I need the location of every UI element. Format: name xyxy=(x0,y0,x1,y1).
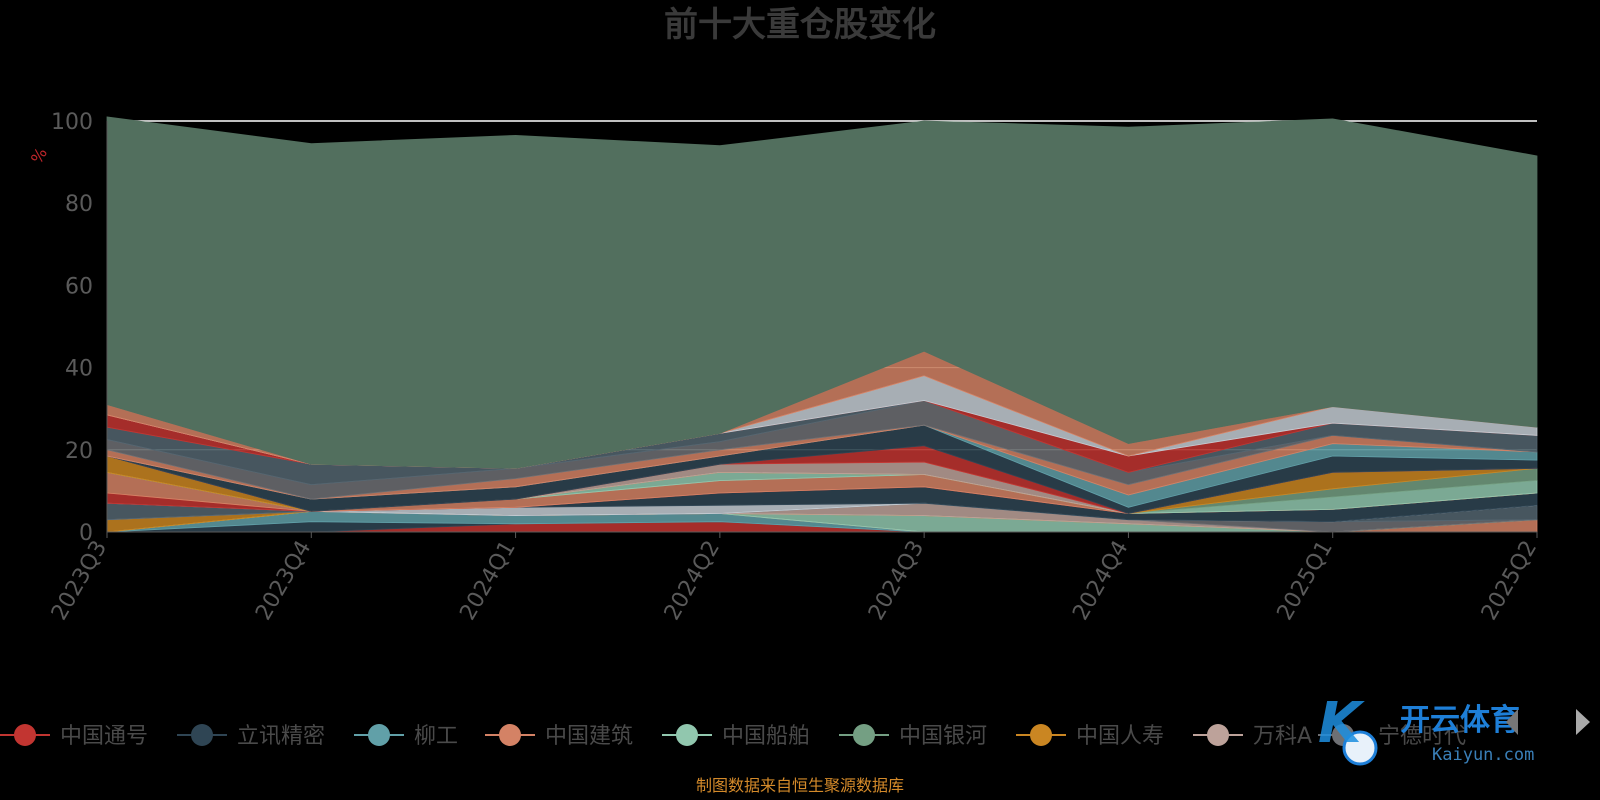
logo-k-icon: K xyxy=(1318,691,1365,756)
y-axis-label: % xyxy=(27,144,51,167)
watermark-cn: 开云体育 xyxy=(1400,703,1520,738)
watermark-en: Kaiyun.com xyxy=(1432,745,1534,765)
x-tick-label: 2024Q3 xyxy=(864,537,929,625)
y-tick-label: 0 xyxy=(79,521,93,546)
legend-marker-icon xyxy=(853,724,875,746)
legend-marker-icon xyxy=(1030,724,1052,746)
x-tick-label: 2024Q1 xyxy=(455,537,520,625)
legend-item[interactable]: 万科A xyxy=(1193,724,1312,749)
legend-marker-icon xyxy=(676,724,698,746)
legend-marker-icon xyxy=(368,724,390,746)
legend-item[interactable]: 立讯精密 xyxy=(177,724,325,749)
legend-label: 中国通号 xyxy=(60,724,148,749)
x-tick-label: 2025Q1 xyxy=(1273,537,1338,625)
legend-label: 立讯精密 xyxy=(237,724,325,749)
legend-item[interactable]: 中国银河 xyxy=(839,724,987,749)
legend[interactable]: 中国通号 立讯精密 柳工 中国建筑 中国船舶 中国银河 中国人寿 万科A 宁德时代 xyxy=(0,724,1466,749)
legend-label: 万科A xyxy=(1253,724,1312,749)
y-tick-label: 20 xyxy=(65,439,93,464)
legend-item[interactable]: 中国人寿 xyxy=(1016,724,1164,749)
legend-item[interactable]: 柳工 xyxy=(354,724,458,749)
right-arrow-icon[interactable] xyxy=(1576,709,1590,735)
legend-label: 柳工 xyxy=(414,724,458,749)
legend-item[interactable]: 中国建筑 xyxy=(485,724,633,749)
x-tick-label: 2023Q3 xyxy=(47,537,112,625)
legend-label: 宁德时代 xyxy=(1378,724,1466,749)
watermark-logo: K 开云体育 Kaiyun.com xyxy=(1318,691,1534,766)
legend-marker-icon xyxy=(499,724,521,746)
area-series-27[interactable] xyxy=(106,116,1538,469)
legend-label: 中国船舶 xyxy=(722,724,810,749)
left-arrow-icon[interactable] xyxy=(1506,709,1518,735)
legend-item[interactable]: 中国船舶 xyxy=(662,724,810,749)
x-tick-label: 2025Q2 xyxy=(1477,537,1542,625)
x-tick-label: 2024Q4 xyxy=(1068,537,1133,625)
y-tick-label: 60 xyxy=(65,274,93,299)
legend-pager[interactable] xyxy=(1506,709,1590,735)
y-tick-label: 40 xyxy=(65,357,93,382)
legend-item[interactable]: 宁德时代 xyxy=(1318,724,1466,749)
y-tick-label: 100 xyxy=(51,110,93,135)
y-tick-label: 80 xyxy=(65,192,93,217)
legend-marker-icon xyxy=(191,724,213,746)
legend-marker-icon xyxy=(14,724,36,746)
legend-item[interactable]: 中国通号 xyxy=(0,724,148,749)
x-tick-label: 2023Q4 xyxy=(251,537,316,625)
legend-label: 中国人寿 xyxy=(1076,724,1164,749)
area-series-group[interactable] xyxy=(106,116,1538,533)
chart-title: 前十大重仓股变化 xyxy=(664,5,936,45)
legend-label: 中国建筑 xyxy=(545,724,633,749)
x-tick-label: 2024Q2 xyxy=(660,537,725,625)
source-note: 制图数据来自恒生聚源数据库 xyxy=(696,776,904,795)
legend-marker-icon xyxy=(1207,724,1229,746)
legend-label: 中国银河 xyxy=(899,724,987,749)
soccer-ball-icon xyxy=(1342,730,1378,766)
